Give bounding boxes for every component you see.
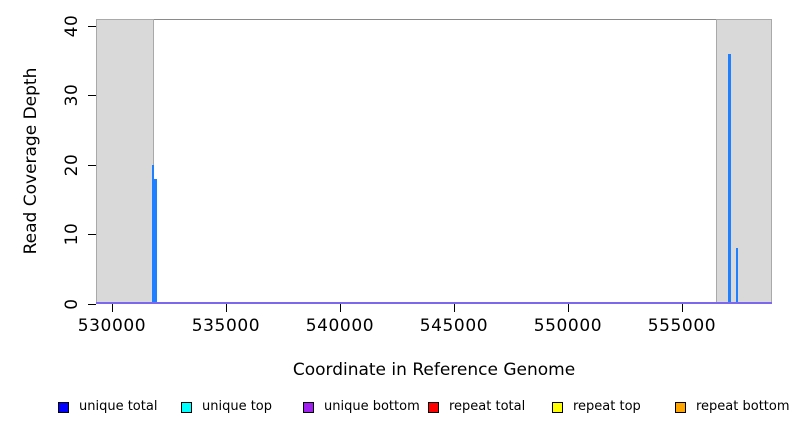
- legend-item: repeat total: [428, 399, 525, 415]
- x-tick: [567, 304, 569, 312]
- legend-item: repeat bottom: [675, 399, 790, 415]
- coverage-spike: [728, 53, 731, 304]
- coverage-spike: [154, 178, 157, 304]
- legend-swatch: [552, 401, 563, 413]
- x-tick-label: 540000: [305, 316, 375, 336]
- legend-swatch: [181, 401, 192, 413]
- legend-swatch: [675, 401, 686, 413]
- highlight-region: [716, 19, 772, 304]
- x-tick: [453, 304, 455, 312]
- x-tick: [339, 304, 341, 312]
- legend-label: unique bottom: [324, 399, 420, 414]
- legend-swatch: [428, 401, 439, 413]
- legend-label: unique total: [79, 399, 158, 414]
- y-tick: [88, 234, 96, 236]
- legend-item: unique total: [58, 399, 157, 415]
- plot-border: [96, 19, 772, 304]
- x-tick-label: 545000: [419, 316, 489, 336]
- y-tick-label: 40: [62, 14, 82, 38]
- plot-area: [96, 19, 772, 304]
- legend-item: repeat top: [552, 399, 641, 415]
- legend-label: repeat top: [573, 399, 641, 414]
- legend-item: unique top: [181, 399, 272, 415]
- coverage-spike: [735, 248, 739, 304]
- x-tick-label: 530000: [77, 316, 147, 336]
- y-tick: [88, 164, 96, 166]
- x-tick: [111, 304, 113, 312]
- coverage-spike: [151, 164, 154, 304]
- legend-label: unique top: [202, 399, 273, 414]
- x-axis-title: Coordinate in Reference Genome: [292, 360, 576, 380]
- x-tick: [681, 304, 683, 312]
- highlight-region: [96, 19, 154, 304]
- y-tick-label: 10: [62, 223, 82, 246]
- legend-label: repeat bottom: [696, 399, 790, 414]
- y-tick-label: 20: [62, 153, 82, 177]
- x-tick-label: 550000: [533, 316, 603, 336]
- y-tick: [88, 95, 96, 97]
- legend-item: unique bottom: [303, 399, 420, 415]
- y-tick: [88, 25, 96, 27]
- zero-coverage-line: [96, 302, 772, 304]
- legend-swatch: [58, 401, 69, 413]
- y-tick-label: 0: [62, 298, 82, 310]
- y-axis-title: Read Coverage Depth: [21, 67, 41, 255]
- x-tick-label: 535000: [191, 316, 261, 336]
- x-tick-label: 555000: [647, 316, 717, 336]
- legend-label: repeat total: [449, 399, 526, 414]
- x-tick: [225, 304, 227, 312]
- y-tick: [88, 304, 96, 305]
- y-tick-label: 30: [62, 84, 82, 107]
- legend-swatch: [303, 401, 314, 413]
